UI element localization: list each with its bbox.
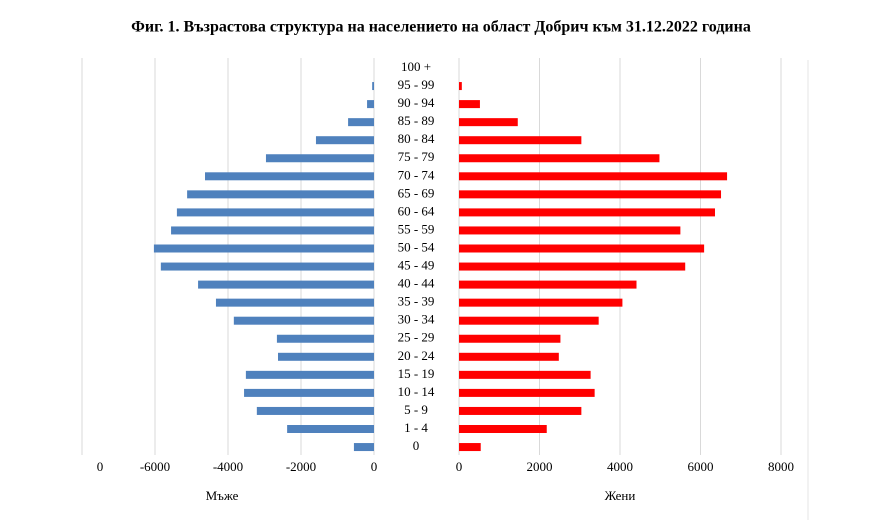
bar — [205, 172, 374, 181]
x-tick-label: 8000 — [768, 459, 794, 474]
y-tick-label: 60 - 64 — [398, 203, 435, 218]
x-tick-label: 4000 — [607, 459, 633, 474]
x-tick-label: 0 — [456, 459, 463, 474]
bar — [459, 298, 623, 307]
bar — [245, 370, 374, 379]
bar — [244, 388, 374, 397]
bar — [459, 388, 595, 397]
bar — [459, 425, 547, 433]
y-tick-label: 25 - 29 — [398, 330, 435, 345]
y-tick-label: 30 - 34 — [398, 312, 435, 327]
bar — [459, 443, 481, 452]
bar — [372, 82, 374, 91]
bar — [459, 136, 582, 145]
bar — [233, 316, 374, 325]
y-tick-label: 80 - 84 — [398, 131, 435, 146]
bar — [153, 244, 374, 253]
bar — [176, 208, 374, 217]
bar — [459, 262, 686, 271]
y-tick-label: 95 - 99 — [398, 77, 435, 92]
y-tick-label: 100 + — [401, 59, 431, 74]
x-tick-label: 2000 — [527, 459, 553, 474]
y-tick-label: 20 - 24 — [398, 348, 435, 363]
bar — [459, 208, 715, 217]
bar — [256, 406, 374, 415]
y-tick-label: 50 - 54 — [398, 239, 435, 254]
bar — [459, 280, 637, 289]
bar — [459, 244, 705, 253]
axis-label: Мъже — [206, 488, 239, 503]
bar — [459, 226, 681, 235]
y-tick-label: 0 — [413, 438, 420, 453]
x-tick-label: -2000 — [286, 459, 316, 474]
x-tick-label: 0 — [371, 459, 378, 474]
y-tick-label: 70 - 74 — [398, 167, 435, 182]
x-tick-label: 0 — [97, 459, 104, 474]
bar — [459, 82, 462, 91]
bar — [315, 136, 374, 145]
bar — [171, 226, 374, 235]
x-tick-label: -4000 — [213, 459, 243, 474]
bar — [187, 190, 374, 199]
y-tick-label: 1 - 4 — [404, 420, 428, 435]
y-tick-label: 15 - 19 — [398, 366, 435, 381]
y-tick-label: 10 - 14 — [398, 384, 435, 399]
bar — [459, 190, 722, 199]
y-tick-label: 75 - 79 — [398, 149, 435, 164]
bar — [276, 334, 374, 343]
y-tick-label: 35 - 39 — [398, 294, 435, 309]
y-tick-label: 5 - 9 — [404, 402, 428, 417]
bar — [459, 118, 518, 127]
bar — [198, 280, 374, 289]
x-tick-label: 6000 — [688, 459, 714, 474]
bar — [287, 425, 374, 433]
bar — [160, 262, 374, 271]
bar — [459, 370, 591, 379]
y-tick-label: 45 - 49 — [398, 258, 435, 273]
axis-label: Жени — [605, 488, 636, 503]
bar — [459, 154, 660, 163]
bar — [348, 118, 374, 127]
x-tick-label: -6000 — [140, 459, 170, 474]
bar — [459, 100, 480, 109]
bar — [459, 352, 559, 361]
bar — [459, 334, 561, 343]
y-tick-label: 40 - 44 — [398, 276, 435, 291]
y-tick-label: 85 - 89 — [398, 113, 435, 128]
bar — [278, 352, 374, 361]
bar — [265, 154, 374, 163]
y-tick-label: 90 - 94 — [398, 95, 435, 110]
bar — [215, 298, 374, 307]
bar — [459, 316, 599, 325]
y-tick-label: 65 - 69 — [398, 185, 435, 200]
bar — [367, 100, 374, 109]
bar — [459, 172, 728, 181]
bar — [459, 406, 582, 415]
chart-title: Фиг. 1. Възрастова структура на населени… — [131, 19, 751, 36]
y-tick-label: 55 - 59 — [398, 221, 435, 236]
bar — [353, 443, 374, 452]
